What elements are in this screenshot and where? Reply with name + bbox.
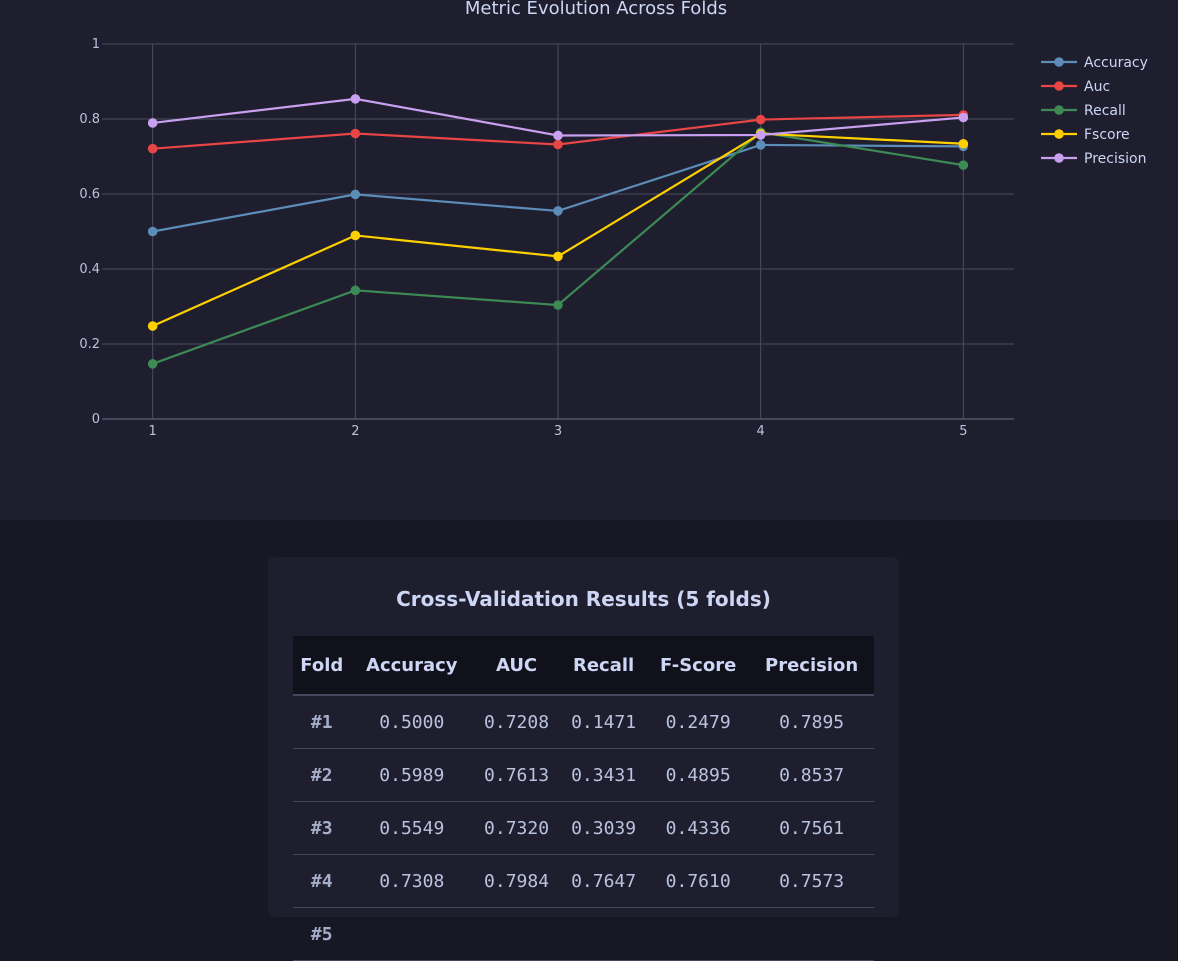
accuracy-cell: 0.5549 — [350, 801, 474, 855]
data-point-auc[interactable] — [147, 143, 158, 154]
recall-cell: 0.3431 — [560, 748, 648, 802]
fold-cell: #2 — [293, 748, 351, 802]
legend-label: Recall — [1084, 103, 1126, 119]
x-tick-label: 3 — [554, 424, 562, 439]
accuracy-cell: 0.5000 — [350, 695, 474, 749]
data-point-fscore[interactable] — [147, 321, 158, 331]
recall-cell: 0.3039 — [560, 801, 648, 855]
chart-panel: Metric Evolution Across Folds 0 0.2 0.4 0.6… — [0, 0, 1178, 520]
data-point-precision[interactable] — [553, 130, 563, 141]
series-layer — [147, 94, 969, 369]
data-point-precision[interactable] — [350, 94, 361, 104]
header-row: Fold Accuracy AUC Recall F-Score Precisi… — [293, 636, 874, 696]
chart-legend[interactable]: Accuracy Auc Recall Fscore Precision — [1041, 55, 1148, 167]
auc-cell: 0.7613 — [473, 748, 561, 802]
legend-swatch-marker — [1054, 105, 1064, 115]
fscore-cell: 0.2479 — [647, 695, 750, 749]
header-fscore: F-Score — [647, 636, 750, 696]
precision-cell: 0.8537 — [749, 748, 874, 802]
recall-cell: 0.7647 — [560, 854, 648, 908]
auc-cell: 0.7208 — [473, 695, 561, 749]
recall-cell: 0.1471 — [560, 695, 648, 749]
table-row: #2 0.5989 0.7613 0.3431 0.4895 0.8537 — [293, 748, 874, 802]
legend-item-accuracy[interactable]: Accuracy — [1041, 55, 1148, 71]
accuracy-cell — [350, 907, 474, 961]
legend-item-recall[interactable]: Recall — [1041, 103, 1126, 119]
axis-layer: 0 0.2 0.4 0.6 0.8 1 1 2 3 4 5 — [79, 37, 967, 439]
header-recall: Recall — [560, 636, 648, 696]
legend-label: Fscore — [1084, 127, 1130, 143]
table-row: #4 0.7308 0.7984 0.7647 0.7610 0.7573 — [293, 854, 874, 908]
data-point-accuracy[interactable] — [350, 189, 361, 200]
data-point-recall[interactable] — [147, 359, 158, 369]
table-row: #3 0.5549 0.7320 0.3039 0.4336 0.7561 — [293, 801, 874, 855]
data-point-precision[interactable] — [958, 112, 969, 123]
y-tick-label: 0.8 — [79, 112, 100, 127]
header-auc: AUC — [473, 636, 561, 696]
legend-swatch-marker — [1054, 153, 1064, 163]
fscore-cell: 0.4336 — [647, 801, 750, 855]
fold-cell: #4 — [293, 854, 351, 908]
data-point-fscore[interactable] — [553, 251, 563, 262]
header-fold: Fold — [293, 636, 351, 696]
legend-item-auc[interactable]: Auc — [1041, 79, 1110, 95]
data-point-recall[interactable] — [958, 160, 969, 170]
fold-cell: #1 — [293, 695, 351, 749]
auc-cell — [473, 907, 561, 961]
data-point-recall[interactable] — [350, 285, 361, 296]
accuracy-cell: 0.5989 — [350, 748, 474, 802]
y-tick-label: 0.2 — [79, 337, 100, 352]
table-row: #1 0.5000 0.7208 0.1471 0.2479 0.7895 — [293, 695, 874, 749]
legend-item-precision[interactable]: Precision — [1041, 151, 1146, 167]
fscore-cell: 0.4895 — [647, 748, 750, 802]
legend-swatch-marker — [1054, 57, 1064, 67]
data-point-auc[interactable] — [553, 139, 563, 150]
data-point-precision[interactable] — [755, 130, 766, 140]
legend-label: Precision — [1084, 151, 1146, 167]
legend-swatch-marker — [1054, 81, 1064, 91]
table-row: #5 — [293, 907, 874, 961]
data-point-accuracy[interactable] — [553, 206, 563, 216]
y-tick-label: 0.6 — [79, 187, 100, 202]
auc-cell: 0.7320 — [473, 801, 561, 855]
data-point-precision[interactable] — [147, 118, 158, 128]
data-point-fscore[interactable] — [350, 230, 361, 241]
metric-line-chart[interactable]: Metric Evolution Across Folds 0 0.2 0.4 0.6… — [0, 0, 1178, 520]
auc-cell: 0.7984 — [473, 854, 561, 908]
recall-cell — [560, 907, 648, 961]
data-point-recall[interactable] — [553, 300, 563, 310]
results-title: Cross-Validation Results (5 folds) — [396, 587, 771, 611]
header-accuracy: Accuracy — [350, 636, 474, 696]
accuracy-cell: 0.7308 — [350, 854, 474, 908]
results-table: Fold Accuracy AUC Recall F-Score Precisi… — [293, 636, 874, 961]
y-tick-label: 0 — [92, 412, 100, 427]
grid-layer — [102, 43, 1014, 420]
data-point-accuracy[interactable] — [755, 140, 766, 150]
legend-swatch-marker — [1054, 129, 1064, 139]
fscore-cell — [647, 907, 750, 961]
header-precision: Precision — [749, 636, 874, 696]
x-tick-label: 2 — [351, 424, 359, 439]
legend-label: Accuracy — [1084, 55, 1148, 71]
fold-cell: #3 — [293, 801, 351, 855]
precision-cell: 0.7561 — [749, 801, 874, 855]
data-point-auc[interactable] — [350, 128, 361, 139]
x-tick-label: 1 — [149, 424, 157, 439]
fold-cell: #5 — [293, 907, 351, 961]
legend-label: Auc — [1084, 79, 1110, 95]
legend-item-fscore[interactable]: Fscore — [1041, 127, 1130, 143]
data-point-auc[interactable] — [755, 114, 766, 125]
data-point-accuracy[interactable] — [147, 226, 158, 237]
precision-cell: 0.7573 — [749, 854, 874, 908]
x-tick-label: 5 — [959, 424, 967, 439]
y-tick-label: 1 — [92, 37, 100, 52]
x-tick-label: 4 — [757, 424, 765, 439]
y-tick-label: 0.4 — [79, 262, 100, 277]
data-point-fscore[interactable] — [958, 138, 969, 149]
precision-cell — [749, 907, 874, 961]
fscore-cell: 0.7610 — [647, 854, 750, 908]
precision-cell: 0.7895 — [749, 695, 874, 749]
results-card: Cross-Validation Results (5 folds) Fold … — [268, 557, 899, 961]
chart-title: Metric Evolution Across Folds — [465, 0, 727, 19]
